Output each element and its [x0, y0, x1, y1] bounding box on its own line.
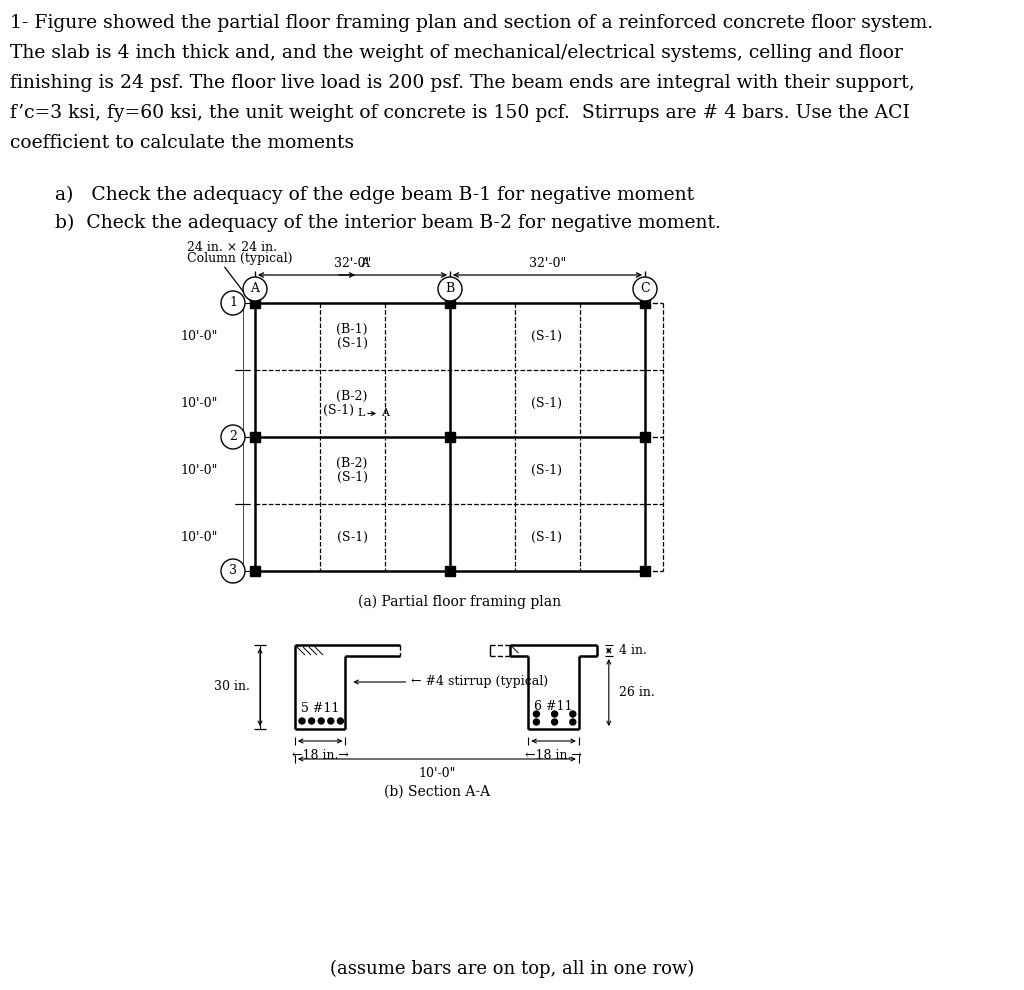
Circle shape — [569, 711, 575, 717]
Circle shape — [534, 719, 540, 725]
Text: (b) Section A-A: (b) Section A-A — [384, 785, 489, 799]
Text: ←18 in.→: ←18 in.→ — [525, 749, 582, 762]
Text: (S-1): (S-1) — [337, 531, 368, 544]
Text: 10'-0": 10'-0" — [180, 464, 218, 477]
Text: 10'-0": 10'-0" — [418, 767, 456, 780]
Text: A: A — [360, 257, 369, 270]
Circle shape — [534, 711, 540, 717]
Bar — [640, 298, 650, 308]
Text: (S-1): (S-1) — [531, 397, 562, 410]
Text: (S-1): (S-1) — [337, 471, 368, 484]
Text: 5 #11: 5 #11 — [301, 703, 339, 716]
Text: 2: 2 — [229, 431, 237, 444]
Text: (S-1): (S-1) — [531, 330, 562, 343]
Text: ← #4 stirrup (typical): ← #4 stirrup (typical) — [412, 675, 549, 688]
Text: f’c=3 ksi, fy=60 ksi, the unit weight of concrete is 150 pcf.  Stirrups are # 4 : f’c=3 ksi, fy=60 ksi, the unit weight of… — [10, 104, 910, 122]
Text: b)  Check the adequacy of the interior beam B-2 for negative moment.: b) Check the adequacy of the interior be… — [55, 214, 721, 233]
Text: L: L — [357, 409, 365, 419]
Text: 10'-0": 10'-0" — [180, 330, 218, 343]
Bar — [445, 566, 455, 576]
Text: (a) Partial floor framing plan: (a) Partial floor framing plan — [358, 595, 561, 610]
Text: ←18 in.→: ←18 in.→ — [292, 749, 348, 762]
Text: finishing is 24 psf. The floor live load is 200 psf. The beam ends are integral : finishing is 24 psf. The floor live load… — [10, 74, 914, 92]
Text: 1- Figure showed the partial floor framing plan and section of a reinforced conc: 1- Figure showed the partial floor frami… — [10, 14, 933, 32]
Circle shape — [328, 718, 334, 724]
Text: C: C — [640, 282, 650, 295]
Text: A: A — [381, 408, 389, 418]
Text: The slab is 4 inch thick and, and the weight of mechanical/electrical systems, c: The slab is 4 inch thick and, and the we… — [10, 44, 903, 62]
Text: (S-1): (S-1) — [337, 337, 368, 350]
Text: 10'-0": 10'-0" — [180, 397, 218, 410]
Text: 4 in.: 4 in. — [618, 644, 647, 657]
Circle shape — [438, 277, 462, 301]
Circle shape — [308, 718, 314, 724]
Text: 26 in.: 26 in. — [618, 686, 654, 699]
Text: (B-2): (B-2) — [336, 390, 368, 403]
Circle shape — [221, 291, 245, 315]
Bar — [250, 298, 260, 308]
Text: 32'-0": 32'-0" — [334, 257, 371, 270]
Circle shape — [318, 718, 325, 724]
Circle shape — [569, 719, 575, 725]
Circle shape — [243, 277, 267, 301]
Circle shape — [633, 277, 657, 301]
Circle shape — [337, 718, 343, 724]
Text: 24 in. × 24 in.: 24 in. × 24 in. — [187, 241, 278, 254]
Text: (B-1): (B-1) — [336, 323, 368, 336]
Text: 1: 1 — [229, 296, 237, 310]
Text: a)   Check the adequacy of the edge beam B-1 for negative moment: a) Check the adequacy of the edge beam B… — [55, 186, 694, 204]
Text: B: B — [445, 282, 455, 295]
Circle shape — [299, 718, 305, 724]
Circle shape — [552, 719, 558, 725]
Text: (S-1): (S-1) — [531, 531, 562, 544]
Text: Column (typical): Column (typical) — [187, 252, 293, 265]
Text: (S-1): (S-1) — [323, 404, 353, 417]
Bar — [445, 298, 455, 308]
Text: 32'-0": 32'-0" — [528, 257, 566, 270]
Text: 30 in.: 30 in. — [214, 680, 250, 694]
Circle shape — [221, 425, 245, 449]
Bar — [250, 566, 260, 576]
Bar — [640, 566, 650, 576]
Text: (B-2): (B-2) — [336, 457, 368, 470]
Text: 6 #11: 6 #11 — [535, 700, 572, 713]
Text: 3: 3 — [229, 564, 237, 577]
Text: A: A — [251, 282, 259, 295]
Text: (S-1): (S-1) — [531, 464, 562, 477]
Text: 10'-0": 10'-0" — [180, 531, 218, 544]
Circle shape — [221, 559, 245, 583]
Text: (assume bars are on top, all in one row): (assume bars are on top, all in one row) — [330, 960, 694, 978]
Circle shape — [552, 711, 558, 717]
Text: coefficient to calculate the moments: coefficient to calculate the moments — [10, 134, 354, 152]
Bar — [640, 432, 650, 442]
Bar — [250, 432, 260, 442]
Bar — [445, 432, 455, 442]
